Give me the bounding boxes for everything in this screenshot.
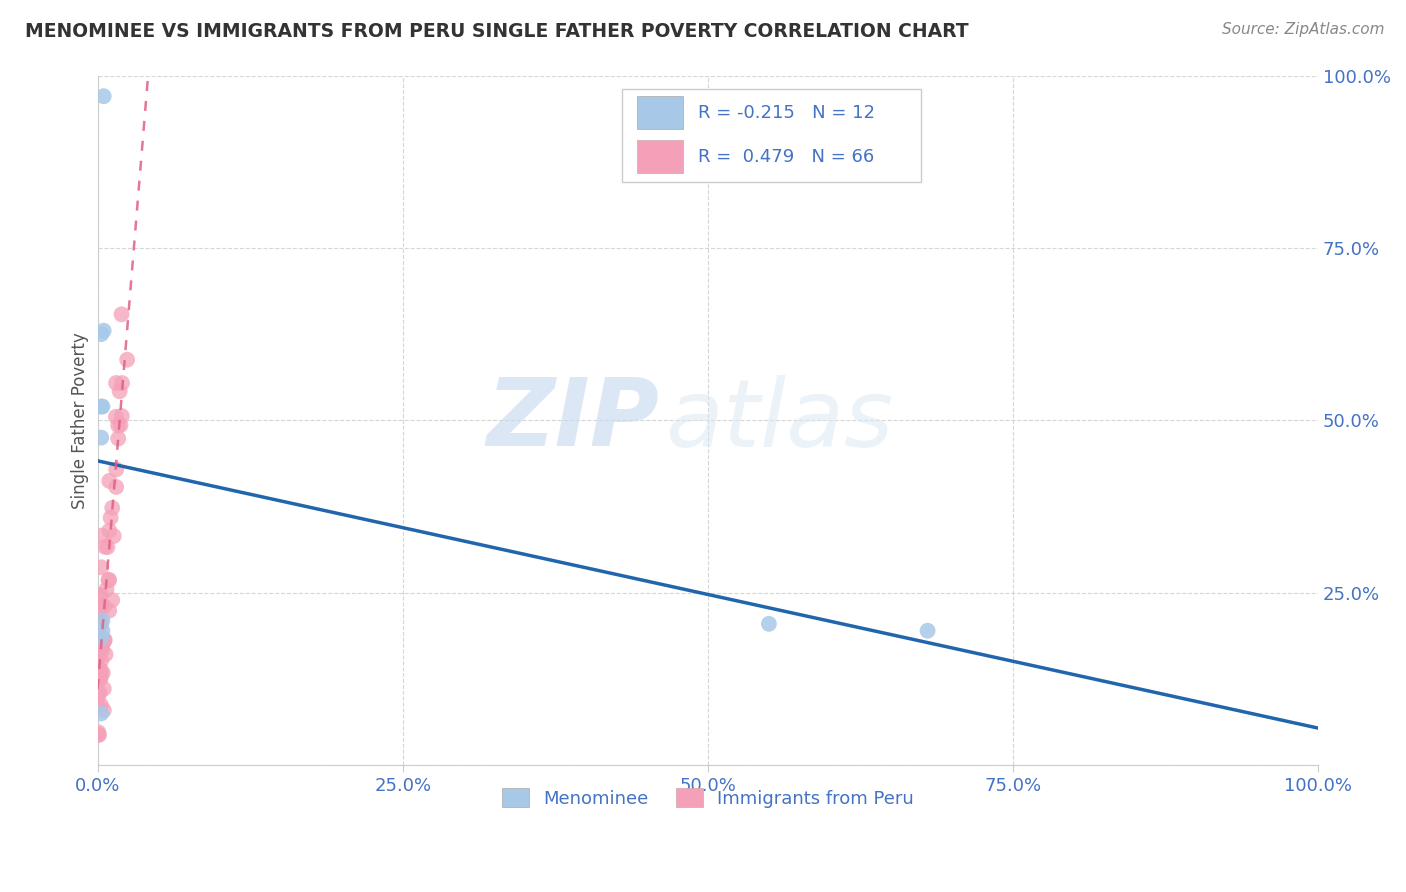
Point bbox=[97, 573, 120, 587]
Point bbox=[96, 540, 118, 554]
Point bbox=[93, 632, 115, 647]
Point bbox=[90, 615, 112, 630]
Point bbox=[111, 409, 134, 423]
Text: R =  0.479   N = 66: R = 0.479 N = 66 bbox=[699, 147, 875, 166]
Point bbox=[108, 384, 131, 399]
Point bbox=[91, 643, 114, 657]
Point bbox=[90, 706, 112, 721]
Point bbox=[98, 573, 121, 587]
Point bbox=[90, 400, 112, 414]
Point bbox=[90, 617, 112, 632]
Point bbox=[107, 432, 129, 446]
Point bbox=[89, 588, 111, 602]
Point bbox=[89, 628, 111, 642]
Point bbox=[87, 602, 110, 616]
Point bbox=[91, 400, 114, 414]
Point bbox=[93, 324, 115, 338]
Point bbox=[87, 608, 110, 623]
Point bbox=[93, 599, 115, 614]
Point bbox=[89, 643, 111, 657]
Point bbox=[93, 681, 115, 696]
Point bbox=[115, 352, 138, 367]
Text: Source: ZipAtlas.com: Source: ZipAtlas.com bbox=[1222, 22, 1385, 37]
Point bbox=[87, 641, 110, 656]
Point bbox=[87, 725, 110, 739]
Point bbox=[100, 510, 122, 524]
Point bbox=[91, 665, 114, 680]
Text: ZIP: ZIP bbox=[486, 375, 659, 467]
Point bbox=[89, 634, 111, 648]
Point bbox=[101, 593, 124, 607]
Point bbox=[87, 728, 110, 742]
Point bbox=[103, 529, 125, 543]
Point bbox=[91, 613, 114, 627]
Point bbox=[98, 524, 121, 538]
Point bbox=[86, 652, 108, 666]
Point bbox=[93, 633, 115, 648]
Point bbox=[89, 669, 111, 683]
Point bbox=[89, 669, 111, 683]
Point bbox=[917, 624, 939, 638]
FancyBboxPatch shape bbox=[637, 96, 683, 129]
Point bbox=[111, 376, 134, 390]
Y-axis label: Single Father Poverty: Single Father Poverty bbox=[72, 332, 89, 508]
Point bbox=[90, 560, 112, 574]
Point bbox=[98, 604, 121, 618]
Point bbox=[758, 616, 780, 631]
Point bbox=[89, 633, 111, 648]
Point bbox=[105, 480, 128, 494]
Point bbox=[105, 376, 128, 390]
Text: MENOMINEE VS IMMIGRANTS FROM PERU SINGLE FATHER POVERTY CORRELATION CHART: MENOMINEE VS IMMIGRANTS FROM PERU SINGLE… bbox=[25, 22, 969, 41]
Point bbox=[90, 598, 112, 612]
Point bbox=[89, 685, 111, 699]
Point bbox=[89, 663, 111, 677]
FancyBboxPatch shape bbox=[623, 89, 921, 183]
Point bbox=[110, 307, 132, 321]
Point bbox=[87, 728, 110, 742]
Point bbox=[87, 689, 110, 703]
Point bbox=[93, 89, 115, 103]
Point bbox=[90, 654, 112, 668]
Point bbox=[91, 624, 114, 638]
Point bbox=[87, 698, 110, 713]
Point bbox=[90, 698, 112, 712]
Point bbox=[94, 648, 117, 662]
Point bbox=[91, 637, 114, 651]
Point bbox=[90, 327, 112, 342]
FancyBboxPatch shape bbox=[637, 140, 683, 173]
Point bbox=[107, 418, 129, 433]
Point bbox=[105, 462, 128, 476]
Point bbox=[89, 664, 111, 678]
Point bbox=[104, 409, 127, 424]
Point bbox=[90, 631, 112, 645]
Point bbox=[90, 588, 112, 602]
Point bbox=[90, 431, 112, 445]
Point bbox=[98, 474, 121, 488]
Point bbox=[90, 665, 112, 680]
Point bbox=[110, 418, 132, 433]
Point bbox=[87, 601, 110, 615]
Point bbox=[89, 662, 111, 676]
Legend: Menominee, Immigrants from Peru: Menominee, Immigrants from Peru bbox=[495, 780, 921, 814]
Point bbox=[89, 672, 111, 686]
Text: R = -0.215   N = 12: R = -0.215 N = 12 bbox=[699, 103, 875, 122]
Point bbox=[93, 703, 115, 717]
Point bbox=[96, 582, 118, 597]
Point bbox=[101, 500, 124, 515]
Point bbox=[90, 633, 112, 648]
Point bbox=[90, 528, 112, 542]
Text: atlas: atlas bbox=[665, 375, 893, 466]
Point bbox=[91, 634, 114, 648]
Point bbox=[94, 540, 117, 554]
